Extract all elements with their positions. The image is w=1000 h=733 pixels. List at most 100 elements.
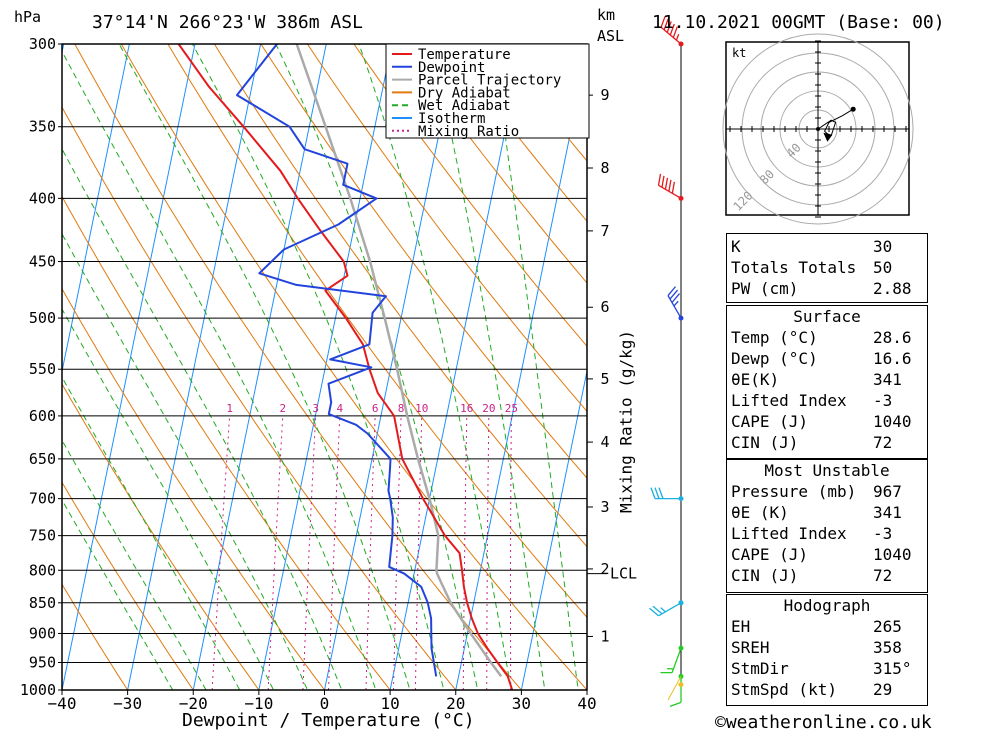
wet-adiabat-line — [62, 439, 207, 690]
isotherm-line — [62, 44, 196, 690]
mixing-ratio-label: 1 — [226, 402, 233, 415]
indices-top-box: K 30 Totals Totals 50 PW (cm) 2.88 — [726, 233, 928, 303]
wind-barb-staff — [667, 295, 682, 319]
pressure-tick-label: 450 — [29, 253, 56, 271]
legend-entry: Temperature — [418, 47, 511, 63]
x-tick-label: 20 — [446, 694, 465, 713]
wind-barb-half — [673, 300, 679, 307]
km-tick-label: 9 — [600, 86, 609, 104]
hodograph-trace — [817, 108, 854, 137]
dry-adiabat-line — [306, 44, 587, 413]
wind-barb-flag — [654, 487, 660, 499]
isotherm-line — [192, 44, 327, 690]
pressure-tick-label: 700 — [29, 490, 56, 508]
mixing-ratio-label: 20 — [482, 402, 495, 415]
wet-adiabat-line — [491, 44, 579, 690]
wind-barb-staff — [658, 184, 682, 199]
x-tick-label: −10 — [244, 694, 273, 713]
pressure-tick-label: 300 — [29, 35, 56, 53]
mixing-ratio-line — [211, 415, 231, 690]
wind-barb-flag — [657, 173, 662, 186]
wind-barb-flag — [658, 487, 664, 499]
wind-barb-flag — [664, 177, 669, 190]
km-tick-label: 7 — [600, 222, 609, 240]
isotherm-line — [62, 44, 130, 374]
x-tick-label: 30 — [512, 694, 531, 713]
storm-motion-marker — [823, 132, 833, 142]
parcel-trajectory-line — [295, 44, 503, 678]
x-tick-label: −40 — [48, 694, 77, 713]
pressure-tick-label: 400 — [29, 189, 56, 207]
hodograph-indices-box: Hodograph EH 265 SREH 358 StmDir 315° StmSp… — [726, 594, 928, 706]
km-unit-label: km — [597, 6, 616, 24]
mixing-ratio-axis-label: Mixing Ratio (g/kg) — [616, 329, 636, 514]
dry-adiabat-line — [353, 44, 587, 348]
km-tick-label: 2 — [600, 560, 609, 578]
dry-adiabat-line — [62, 583, 129, 690]
km-tick-label: 8 — [600, 159, 609, 177]
most-unstable-title: Most Unstable — [764, 461, 890, 480]
mixing-ratio-line — [510, 415, 512, 690]
mixing-ratio-label: 25 — [505, 402, 518, 415]
wet-adiabat-line — [62, 499, 174, 690]
wind-column — [649, 16, 684, 708]
most-unstable-box: Most Unstable Pressure (mb) 967 θE (K) 341… — [726, 459, 928, 593]
wind-barb-half — [675, 34, 680, 41]
isotherm-line — [0, 0, 18, 716]
hodograph-origin-dot — [816, 127, 820, 131]
profiles — [177, 44, 514, 690]
hodograph-title: Hodograph — [783, 596, 871, 615]
wind-barb-staff — [671, 647, 682, 673]
wind-barb-flag — [666, 21, 672, 33]
x-tick-label: −20 — [179, 694, 208, 713]
wind-barb-flag — [649, 607, 659, 617]
asl-unit-label: ASL — [597, 27, 625, 45]
wind-barb-flag — [663, 18, 669, 31]
mixing-ratio-line — [414, 415, 423, 690]
dewpoint-line — [236, 44, 438, 677]
wind-barb-flag — [667, 286, 677, 296]
mixing-ratio-line — [267, 415, 284, 690]
isotherm-line — [586, 687, 587, 690]
mixing-ratio-label: 3 — [312, 402, 319, 415]
lcl-label: LCL — [610, 565, 637, 583]
surface-wind-line — [667, 676, 682, 701]
legend-entry: Isotherm — [418, 111, 485, 127]
wind-barb-flag — [668, 179, 672, 192]
mixing-ratio-label: 6 — [372, 402, 379, 415]
surface-title: Surface — [793, 307, 861, 326]
wind-barb-staff — [660, 26, 682, 45]
x-tick-label: 40 — [577, 694, 596, 713]
copyright: ©weatheronline.co.uk — [715, 712, 932, 733]
km-tick-label: 3 — [600, 498, 609, 516]
wind-barb-flag — [669, 23, 675, 36]
mixing-ratio-line — [328, 415, 341, 690]
index-row-tt: Totals Totals 50 — [731, 258, 893, 277]
wind-barb-flag — [660, 16, 666, 28]
mixing-ratio-line — [365, 415, 376, 690]
surface-box: Surface Temp (°C) 28.6 Dewp (°C) 16.6 θE(K… — [726, 305, 928, 459]
mixing-ratio-line — [462, 415, 468, 690]
pressure-tick-label: 1000 — [20, 681, 56, 699]
wind-barb-flag — [661, 175, 665, 188]
hodograph-end-dot — [850, 106, 856, 112]
wind-barb-flag — [671, 293, 681, 303]
legend-box — [385, 43, 590, 139]
x-axis-label: Dewpoint / Temperature (°C) — [182, 710, 475, 731]
pressure-tick-label: 550 — [29, 360, 56, 378]
mixing-ratio-label: 4 — [337, 402, 344, 415]
datetime-title: 11.10.2021 00GMT (Base: 00) — [652, 12, 945, 33]
km-tick-label: 5 — [600, 370, 609, 388]
mixing-ratio-line — [486, 415, 490, 690]
legend-entry: Mixing Ratio — [418, 124, 519, 140]
isotherm-line — [520, 368, 587, 690]
pressure-unit-label: hPa — [14, 8, 42, 26]
legend-entry: Dewpoint — [418, 60, 485, 76]
mixing-ratio-line — [302, 415, 317, 690]
wind-barb-flag — [652, 605, 663, 615]
wind-barb-staff — [658, 602, 682, 617]
pressure-tick-label: 950 — [29, 653, 56, 671]
dry-adiabat-line — [446, 44, 587, 223]
